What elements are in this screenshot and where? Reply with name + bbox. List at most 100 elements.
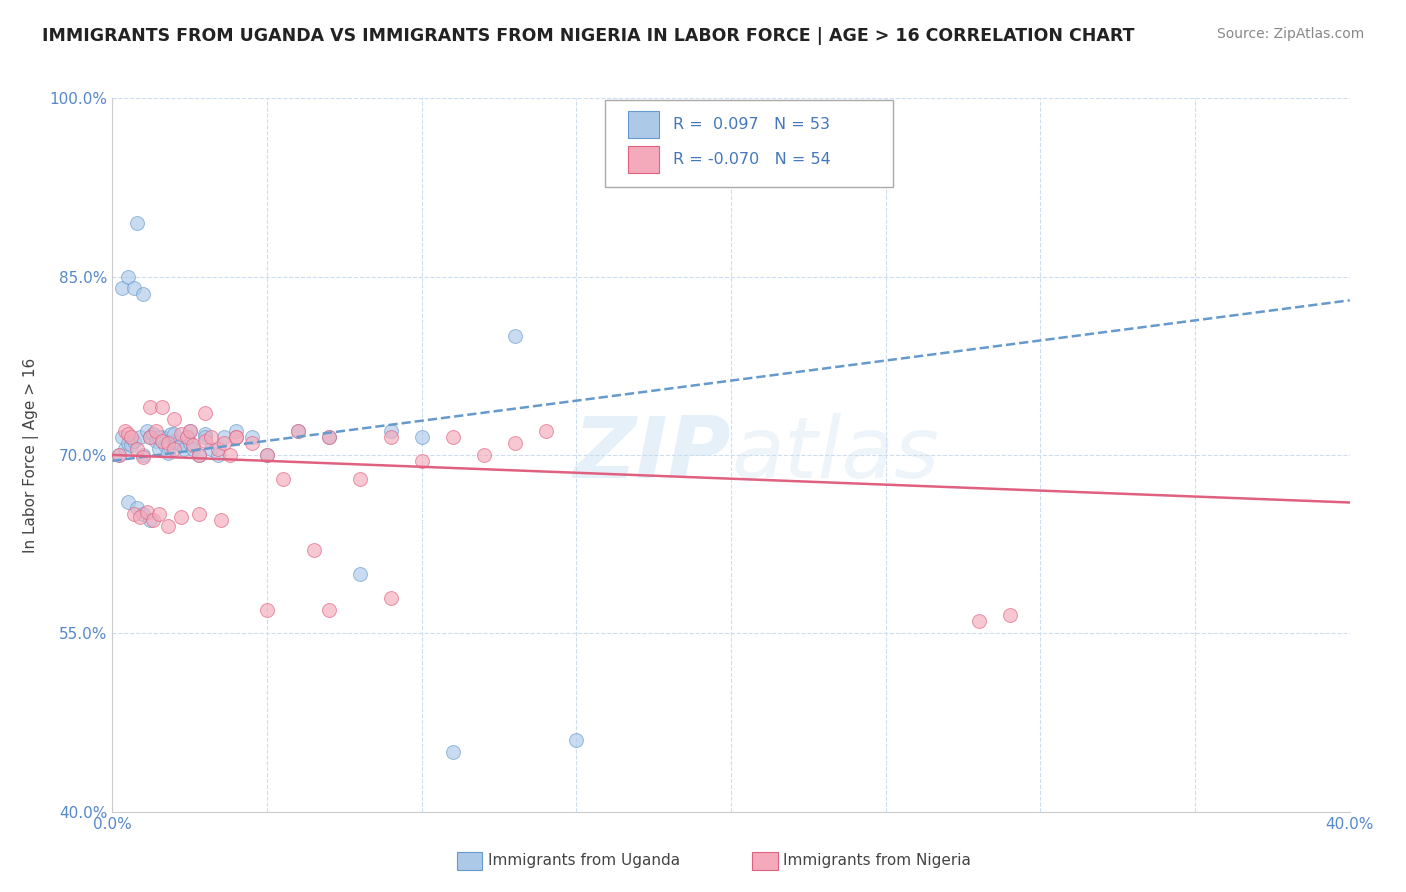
Point (188, 448, 211, 462)
Point (163, 442, 186, 456)
Point (132, 448, 155, 462)
Point (503, 436, 526, 450)
Point (150, 401, 173, 415)
Point (132, 287, 155, 301)
Point (107, 448, 129, 462)
Point (207, 442, 229, 456)
Text: Immigrants from Uganda: Immigrants from Uganda (488, 854, 681, 868)
Point (565, 733, 588, 747)
Point (148, 508, 170, 522)
Point (129, 430, 152, 444)
Point (256, 602, 278, 616)
Point (219, 448, 242, 462)
Point (153, 438, 176, 452)
Point (207, 448, 229, 462)
Point (209, 513, 232, 527)
Point (200, 430, 222, 444)
Point (169, 509, 191, 524)
Point (111, 281, 134, 295)
Point (411, 430, 433, 444)
Point (225, 430, 247, 444)
Point (129, 509, 152, 524)
Point (150, 430, 173, 444)
Point (145, 424, 167, 438)
Point (142, 513, 165, 527)
Point (157, 519, 180, 533)
Point (138, 430, 160, 444)
Point (135, 505, 157, 519)
Point (127, 216, 149, 230)
Point (117, 269, 139, 284)
Point (150, 434, 173, 448)
Point (138, 401, 160, 415)
Point (472, 448, 495, 462)
Point (114, 424, 136, 438)
Point (163, 426, 186, 441)
Point (176, 430, 198, 444)
Point (287, 424, 309, 438)
Point (998, 608, 1021, 623)
Point (120, 430, 142, 444)
Text: R = -0.070   N = 54: R = -0.070 N = 54 (673, 152, 831, 167)
Point (114, 442, 136, 456)
Point (160, 426, 183, 441)
Point (157, 445, 180, 459)
Point (157, 436, 180, 450)
Point (169, 438, 191, 452)
Point (173, 442, 195, 456)
Point (194, 434, 217, 448)
Point (194, 406, 217, 420)
Point (132, 450, 155, 465)
Point (138, 513, 160, 527)
Point (318, 430, 340, 444)
Point (107, 448, 129, 462)
Point (166, 436, 188, 450)
Text: ZIP: ZIP (574, 413, 731, 497)
Point (145, 434, 167, 448)
Point (111, 430, 134, 444)
Text: R =  0.097   N = 53: R = 0.097 N = 53 (673, 117, 831, 132)
Text: Source: ZipAtlas.com: Source: ZipAtlas.com (1216, 27, 1364, 41)
Point (380, 430, 402, 444)
Point (287, 424, 309, 438)
Point (503, 329, 526, 343)
Point (349, 472, 371, 486)
Point (200, 442, 222, 456)
Point (132, 508, 155, 522)
Text: Immigrants from Nigeria: Immigrants from Nigeria (783, 854, 972, 868)
Point (240, 436, 263, 450)
Point (120, 438, 142, 452)
Point (349, 566, 371, 581)
Point (194, 430, 217, 444)
Text: atlas: atlas (731, 413, 939, 497)
Point (441, 430, 464, 444)
Point (225, 430, 247, 444)
Point (188, 508, 211, 522)
Point (212, 436, 235, 450)
Point (127, 501, 149, 516)
Point (271, 472, 294, 486)
Point (176, 430, 198, 444)
Point (240, 430, 263, 444)
Text: IMMIGRANTS FROM UGANDA VS IMMIGRANTS FROM NIGERIA IN LABOR FORCE | AGE > 16 CORR: IMMIGRANTS FROM UGANDA VS IMMIGRANTS FRO… (42, 27, 1135, 45)
Point (194, 426, 217, 441)
Point (117, 495, 139, 509)
Point (122, 434, 145, 448)
Point (169, 426, 191, 441)
Point (256, 448, 278, 462)
Point (179, 436, 201, 450)
Point (380, 424, 402, 438)
Point (122, 281, 145, 295)
Point (135, 424, 157, 438)
Y-axis label: In Labor Force | Age > 16: In Labor Force | Age > 16 (22, 358, 38, 552)
Point (318, 430, 340, 444)
Point (188, 448, 211, 462)
Point (117, 436, 139, 450)
Point (142, 426, 165, 441)
Point (318, 602, 340, 616)
Point (163, 412, 186, 426)
Point (179, 424, 201, 438)
Point (411, 454, 433, 468)
Point (122, 508, 145, 522)
Point (148, 430, 170, 444)
